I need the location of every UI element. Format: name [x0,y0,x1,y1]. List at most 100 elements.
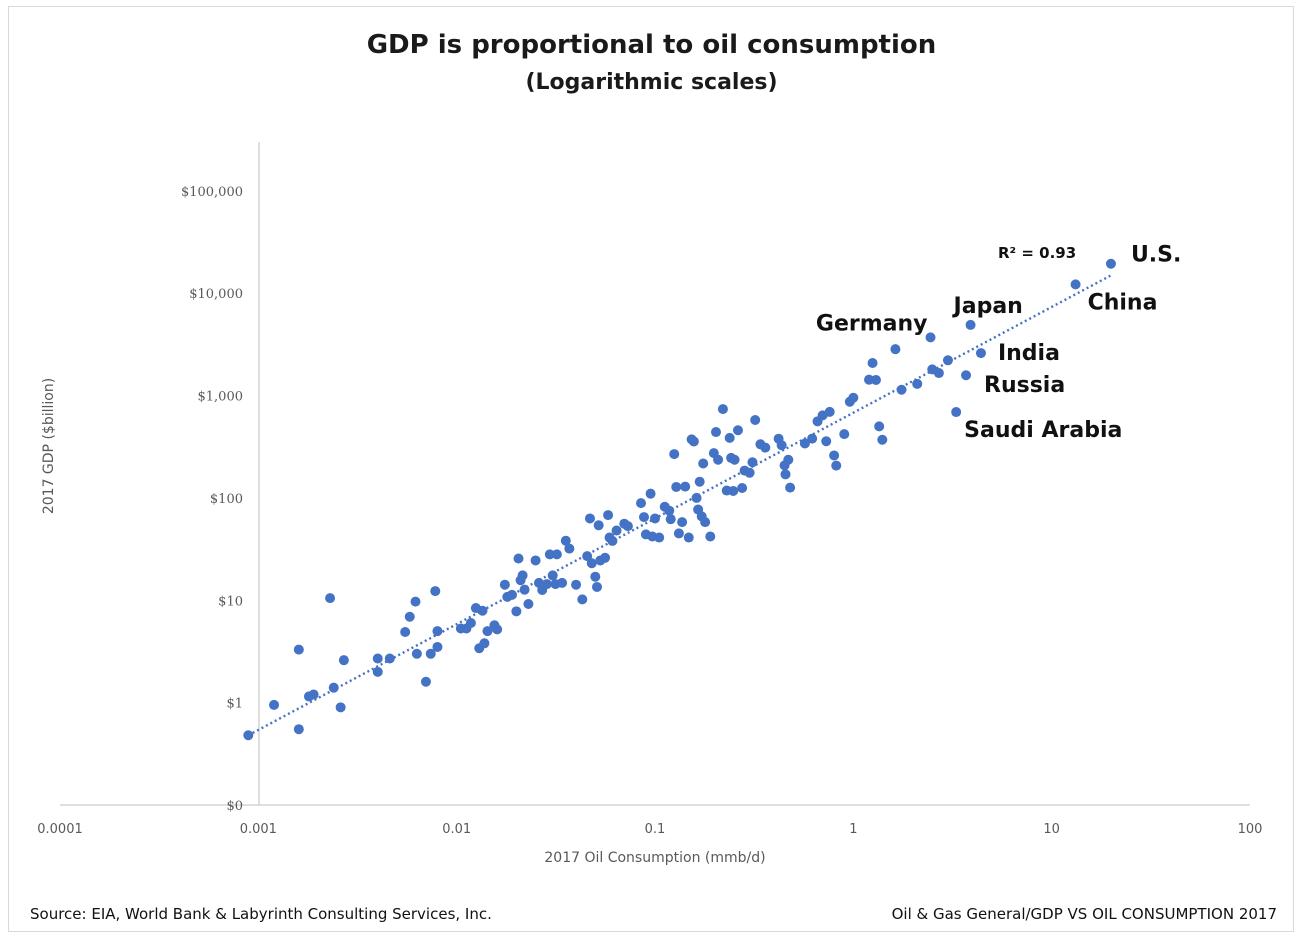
data-point [874,421,885,432]
data-point [590,571,601,582]
data-point [785,482,796,493]
country-label: U.S. [1131,243,1181,268]
y-tick-label: $100 [210,492,243,507]
data-point [942,355,953,366]
data-point [432,626,443,637]
data-point [425,648,436,659]
category-tag: Oil & Gas General/GDP VS OIL CONSUMPTION… [891,905,1277,923]
x-tick-label: 100 [1238,822,1263,837]
data-point [705,531,716,542]
chart-title: GDP is proportional to oil consumption [366,30,937,60]
data-point [477,605,488,616]
data-point [372,653,383,664]
data-point [744,467,755,478]
country-label: Germany [816,311,928,336]
data-point [513,553,524,564]
data-point [780,469,791,480]
data-point [925,332,936,343]
data-point [665,514,676,525]
data-point [499,579,510,590]
data-point [1105,258,1116,269]
data-point [592,581,603,592]
x-tick-label: 0.1 [645,822,666,837]
data-point [890,344,901,355]
data-point [732,425,743,436]
data-point [293,644,304,655]
y-tick-label: $1,000 [198,390,244,405]
data-point [848,392,859,403]
y-tick-label: $0 [226,799,243,814]
x-axis-title: 2017 Oil Consumption (mmb/d) [544,850,765,866]
data-point [519,584,530,595]
data-point [600,552,611,563]
y-axis-title: 2017 GDP ($billion) [41,378,57,514]
data-point [961,370,972,381]
data-point [577,594,588,605]
y-tick-label: $10,000 [189,287,243,302]
data-point [671,481,682,492]
data-point [611,525,622,536]
data-point [760,442,771,453]
data-point [541,579,552,590]
data-point [713,454,724,465]
r-squared-label: R² = 0.93 [998,244,1076,262]
data-point [683,532,694,543]
data-point [747,457,758,468]
data-point [688,436,699,447]
data-point [411,648,422,659]
data-point [400,626,411,637]
x-tick-label: 10 [1043,822,1060,837]
x-tick-label: 0.001 [240,822,277,837]
data-point [724,432,735,443]
data-point [571,579,582,590]
data-point [492,624,503,635]
data-point [673,528,684,539]
data-point [728,485,739,496]
data-point [877,434,888,445]
country-labels: U.S. China Japan Germany India Russia Saudi Ar… [816,243,1181,443]
data-point [750,415,761,426]
data-point [420,676,431,687]
data-point [870,374,881,385]
data-point [710,427,721,438]
data-point [933,368,944,379]
data-point [479,638,490,649]
country-label: India [998,341,1060,366]
data-point [430,586,441,597]
data-point [965,319,976,330]
x-tick-label: 0.0001 [37,822,83,837]
data-point [603,510,614,521]
data-point [551,549,562,560]
data-point [654,532,665,543]
data-point [432,641,443,652]
y-tick-label: $100,000 [181,185,243,200]
data-point [776,440,787,451]
country-label: Saudi Arabia [964,418,1122,443]
data-point [593,520,604,531]
data-point [506,589,517,600]
data-point [586,558,597,569]
data-point [293,724,304,735]
data-point [645,488,656,499]
country-label: Japan [952,294,1023,319]
x-tick-label: 1 [849,822,857,837]
data-point [700,517,711,528]
chart-frame [8,6,1294,932]
data-point [824,406,835,417]
data-point [831,460,842,471]
trendline [247,274,1112,737]
data-point [867,358,878,369]
data-point [511,606,522,617]
data-point [269,699,280,710]
data-point [243,730,254,741]
data-point [717,404,728,415]
data-point [335,702,346,713]
data-point [677,517,688,528]
data-point [482,626,493,637]
data-point [783,454,794,465]
data-point [404,611,415,622]
y-tick-label: $10 [218,594,243,609]
data-point [530,555,541,566]
data-point [799,438,810,449]
source-note: Source: EIA, World Bank & Labyrinth Cons… [30,905,492,923]
